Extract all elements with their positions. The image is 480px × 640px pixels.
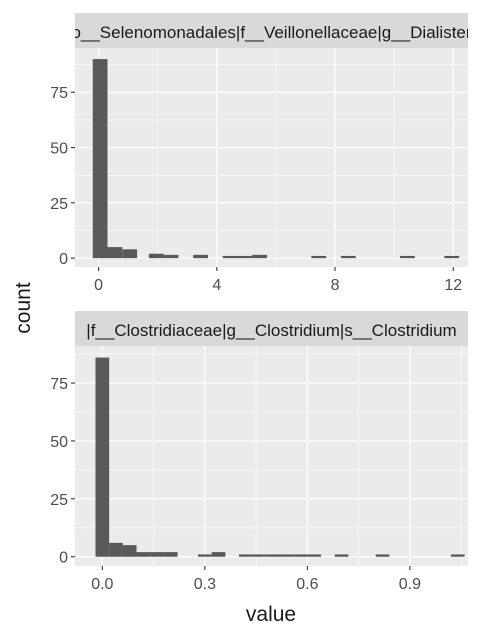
panel-1-histogram-bar [252,254,268,259]
panel-1-y-tick-label: 0 [59,251,68,268]
panel-2-x-axis: 0.0 0.3 0.6 0.9 [91,566,421,593]
panel-1-bars [92,59,460,259]
panel-2-histogram-bar [307,554,322,557]
panel-2-histogram-bar [122,545,137,557]
panel-2-histogram-bar [95,357,110,557]
panel-2-histogram-bar [293,554,308,557]
panel-1-histogram-bar [222,255,238,259]
panel-2-x-tick-label: 0.6 [296,576,318,593]
panel-2-histogram-bar [334,554,349,557]
panel-1-histogram-bar [340,255,356,259]
panel-2-x-tick-label: 0.0 [91,576,113,593]
panel-1-x-tick-label: 0 [94,277,103,294]
panel-1-y-tick-label: 25 [50,196,68,213]
panel-2-y-tick-label: 25 [50,492,68,509]
panel-2-histogram-bar [239,554,253,557]
panel-2-plot-area [75,346,468,566]
panel-2-x-tick-label: 0.9 [399,576,421,593]
panel-1-y-tick-label: 50 [50,141,68,158]
panel-2-y-tick-label: 50 [50,434,68,451]
panel-2-histogram-bar [375,554,390,557]
panel-1-histogram-bar [107,247,123,259]
y-axis-title: count [12,282,35,334]
x-axis-title: value [246,603,296,626]
panel-2-y-tick-label: 0 [59,550,68,567]
panel-1-histogram-bar [400,255,415,259]
panel-2-y-axis: 0 25 50 75 [50,376,75,567]
panel-1-y-tick-label: 75 [50,85,68,102]
panel-2-bars [95,357,465,557]
panel-1-histogram-bar [193,254,208,259]
panel-2-x-tick-label: 0.3 [194,576,216,593]
panel-1-histogram-bar [163,254,179,259]
panel-1-x-tick-label: 12 [444,277,462,294]
panel-2: |f__Clostridiaceae|g__Clostridium|s__Clo… [50,311,468,593]
panel-1-plot-area [75,48,468,267]
panel-1-histogram-bar [237,255,253,259]
panel-1-strip-label: o__Selenomonadales|f__Veillonellaceae|g_… [71,23,471,42]
panel-1-histogram-bar [148,253,164,259]
panel-1-x-tick-label: 8 [331,277,340,294]
panel-2-histogram-bar [198,554,212,557]
panel-2-strip [75,311,468,346]
panel-1-x-axis: 0 4 8 12 [94,267,462,294]
panel-2-histogram-bar [136,552,151,557]
panel-1-y-axis: 0 25 50 75 [50,85,75,268]
panel-2-histogram-bar [211,552,226,557]
panel-1-strip [75,13,468,48]
panel-2-histogram-bar [109,542,123,557]
panel-2-histogram-bar [252,554,267,557]
panel-2-y-tick-label: 75 [50,376,68,393]
panel-2-histogram-bar [450,554,465,557]
panel-1-histogram-bar [444,255,460,259]
panel-2-histogram-bar [150,552,164,557]
panel-2-histogram-bar [163,552,178,557]
panel-1: o__Selenomonadales|f__Veillonellaceae|g_… [50,13,471,294]
panel-2-histogram-bar [280,554,294,557]
panel-2-strip-label: |f__Clostridiaceae|g__Clostridium|s__Clo… [86,321,456,340]
panel-2-histogram-bar [266,554,281,557]
panel-1-x-tick-label: 4 [212,277,221,294]
panel-1-histogram-bar [122,249,138,259]
panel-1-histogram-bar [311,255,327,259]
panel-1-histogram-bar [92,59,108,259]
